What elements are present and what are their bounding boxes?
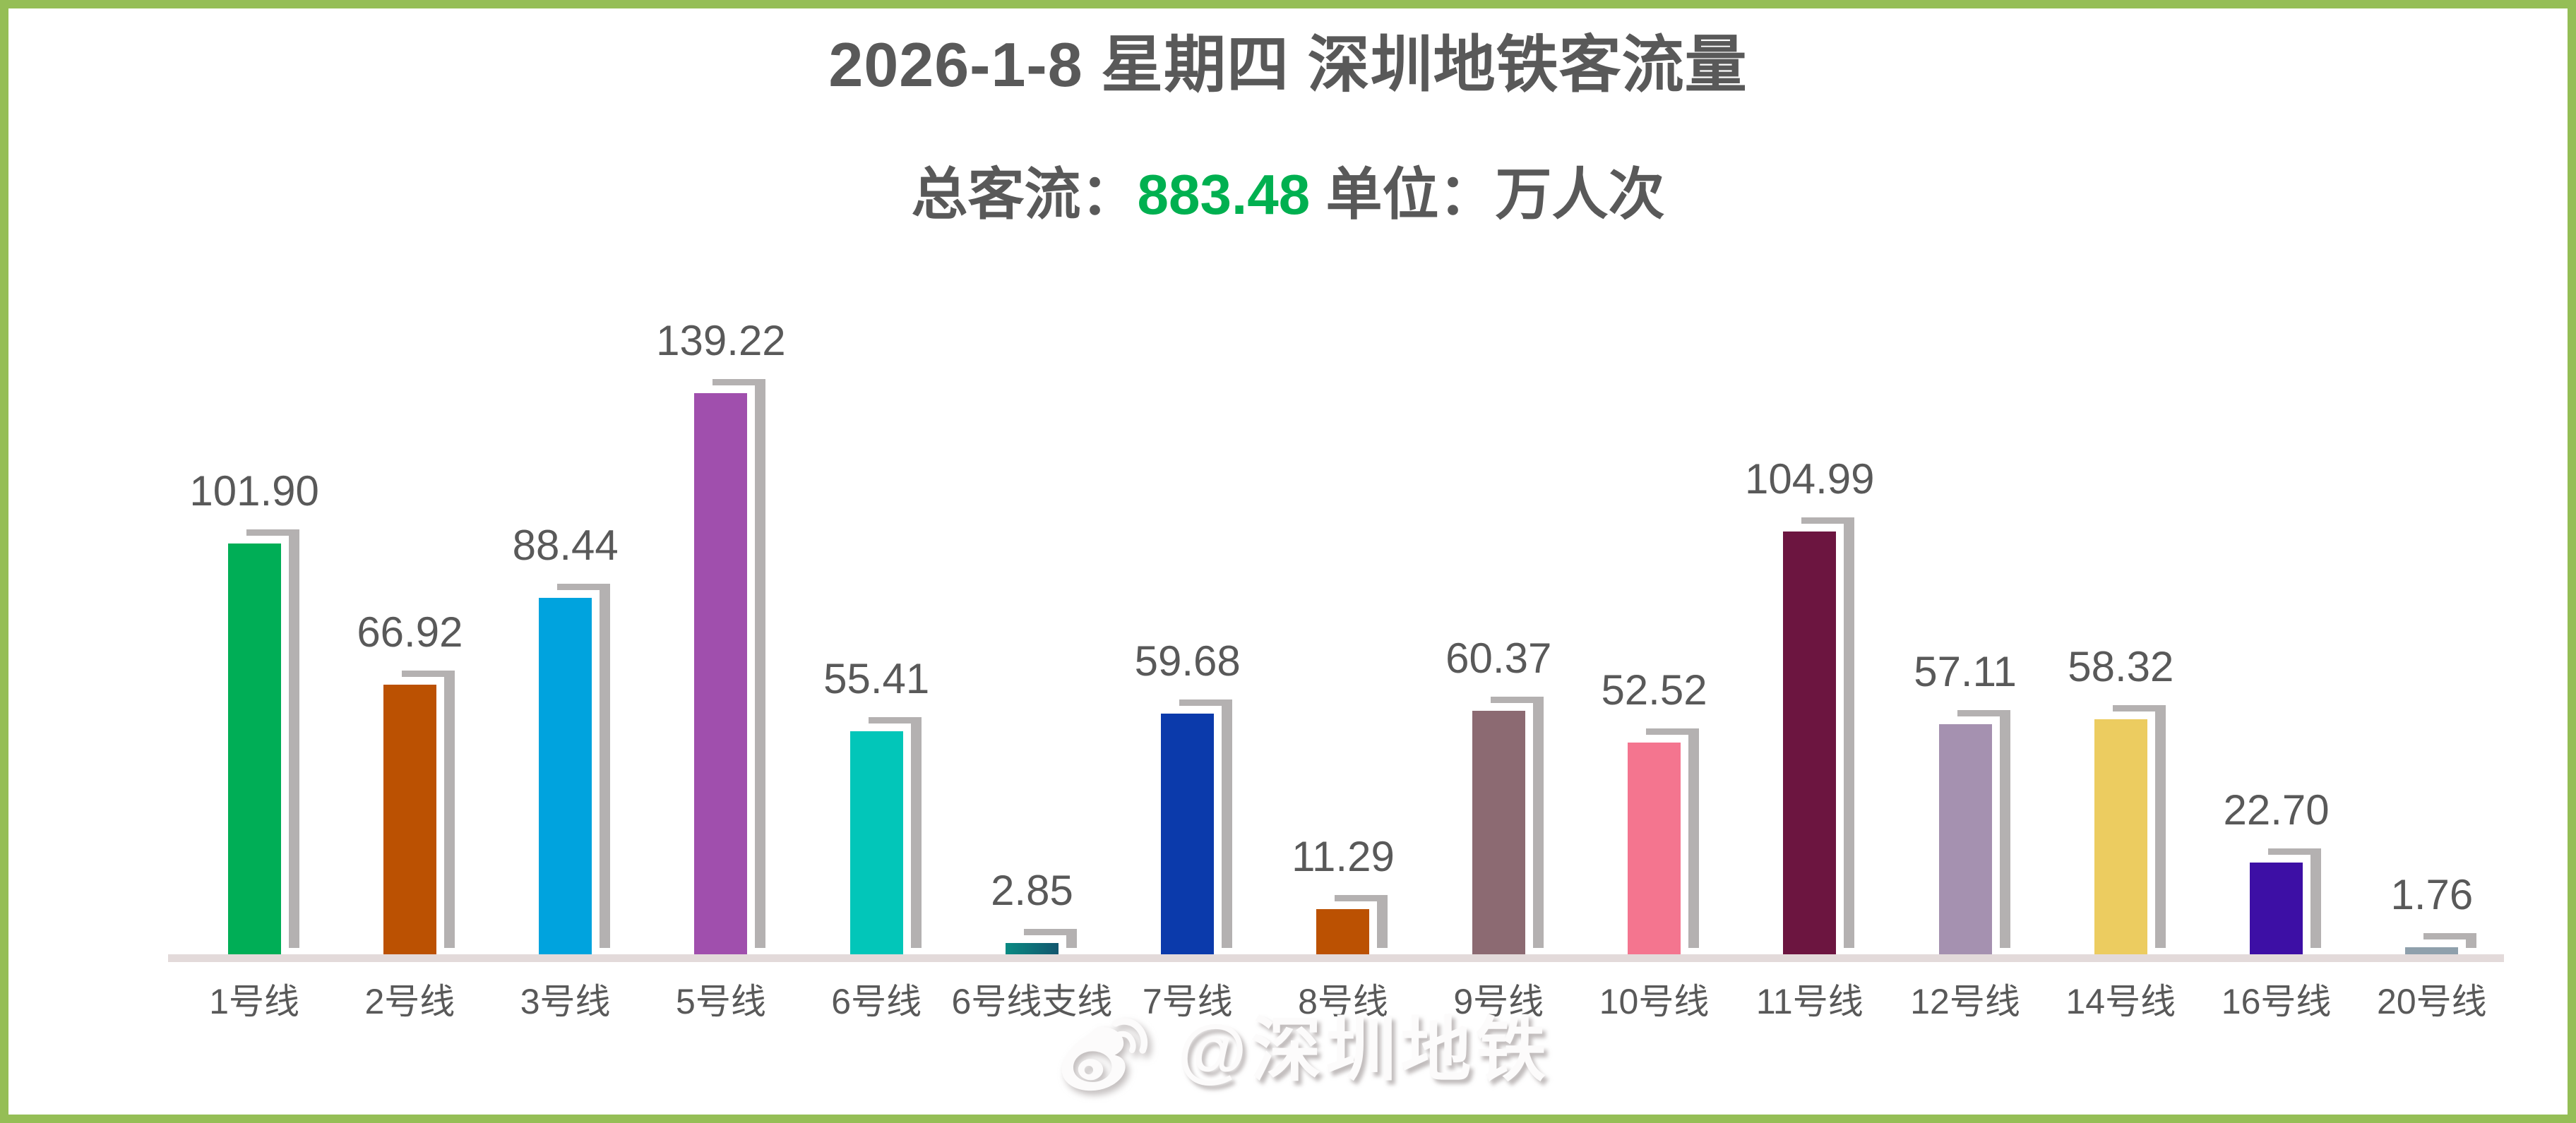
chart-header: 2026-1-8 星期四 深圳地铁客流量 总客流：883.48 单位：万人次 — [0, 0, 2576, 224]
bar-value-label: 139.22 — [656, 317, 786, 365]
bar — [849, 731, 903, 954]
chart-subtitle: 总客流：883.48 单位：万人次 — [0, 165, 2576, 224]
x-axis-label: 14号线 — [2065, 982, 2176, 1021]
x-axis-label: 7号线 — [1142, 982, 1233, 1021]
bar-group-7号线: 59.68 7号线 — [1110, 0, 1265, 1019]
total-passenger-value: 883.48 — [1137, 163, 1311, 227]
bar-group-10号线: 52.52 10号线 — [1576, 0, 1731, 1019]
bar-value-label: 57.11 — [1914, 647, 2017, 695]
bar — [2405, 947, 2459, 954]
bar — [1938, 723, 1992, 954]
bar-value-label: 58.32 — [2068, 643, 2174, 690]
bar-group-9号线: 60.37 9号线 — [1421, 0, 1576, 1019]
bar-group-8号线: 11.29 8号线 — [1265, 0, 1421, 1019]
x-axis-label: 16号线 — [2221, 982, 2332, 1021]
bar-value-label: 55.41 — [823, 654, 930, 702]
bar-group-11号线: 104.99 11号线 — [1732, 0, 1888, 1019]
x-axis-label: 8号线 — [1298, 982, 1388, 1021]
watermark: @深圳地铁 — [1052, 1001, 1551, 1100]
bar-group-6号线支线: 2.85 6号线支线 — [952, 0, 1113, 1019]
bar-group-14号线: 58.32 14号线 — [2043, 0, 2198, 1020]
bar-value-label: 104.99 — [1745, 455, 1875, 503]
subtitle-prefix: 总客流： — [911, 163, 1138, 227]
bar — [1005, 942, 1059, 954]
x-axis-label: 9号线 — [1453, 982, 1544, 1021]
bar-value-label: 11.29 — [1292, 832, 1395, 880]
bar — [1628, 743, 1681, 954]
bar-group-3号线: 88.44 3号线 — [488, 0, 643, 1019]
bar-value-label: 101.90 — [189, 467, 319, 515]
bar-group-1号线: 101.90 1号线 — [177, 0, 332, 1019]
bar-group-12号线: 57.11 12号线 — [1888, 0, 2043, 1019]
bar-value-label: 66.92 — [357, 608, 463, 656]
bar-shadow — [2423, 932, 2477, 948]
bar — [2250, 863, 2303, 954]
watermark-text: @深圳地铁 — [1178, 1011, 1551, 1090]
bar-value-label: 59.68 — [1134, 637, 1241, 685]
bar — [1161, 714, 1215, 954]
bar — [1783, 531, 1837, 954]
x-axis-label: 6号线支线 — [951, 982, 1113, 1021]
bar-group-2号线: 66.92 2号线 — [332, 0, 487, 1019]
bar-group-6号线: 55.41 6号线 — [799, 0, 954, 1019]
bar — [1472, 711, 1525, 954]
page-title: 2026-1-8 星期四 深圳地铁客流量 — [828, 30, 1748, 100]
weibo-icon — [1061, 1018, 1148, 1091]
bar-group-20号线: 1.76 20号线 — [2354, 0, 2510, 1019]
bar-value-label: 88.44 — [512, 522, 619, 570]
bar-chart: 101.90 1号线 66.92 2号线 88.44 3号线 139.22 5号线 55.41 6… — [177, 0, 2510, 1020]
bar — [383, 684, 436, 954]
x-axis-label: 5号线 — [676, 982, 766, 1021]
bar — [227, 544, 281, 954]
subtitle-suffix: 单位：万人次 — [1310, 163, 1665, 227]
bar — [1316, 908, 1370, 954]
x-axis-label: 2号线 — [364, 982, 455, 1021]
bar-value-label: 1.76 — [2390, 870, 2474, 918]
x-axis-label: 11号线 — [1755, 982, 1864, 1021]
bar — [694, 393, 748, 954]
bar — [539, 598, 592, 954]
bar-value-label: 22.70 — [2223, 786, 2330, 834]
x-axis-label: 20号线 — [2377, 982, 2487, 1021]
bar-group-5号线: 139.22 5号线 — [643, 0, 799, 1019]
x-axis-label: 3号线 — [520, 982, 611, 1021]
x-axis-label: 1号线 — [209, 982, 300, 1021]
bar-group-16号线: 22.70 16号线 — [2198, 0, 2354, 1019]
bar-value-label: 2.85 — [991, 866, 1073, 914]
x-axis-label: 10号线 — [1599, 982, 1710, 1021]
x-axis-label: 6号线 — [831, 982, 922, 1021]
bar-value-label: 52.52 — [1601, 666, 1707, 714]
x-axis-baseline — [168, 954, 2504, 962]
x-axis-label: 12号线 — [1910, 982, 2020, 1021]
bar-value-label: 60.37 — [1445, 635, 1552, 683]
bar — [2094, 719, 2147, 954]
